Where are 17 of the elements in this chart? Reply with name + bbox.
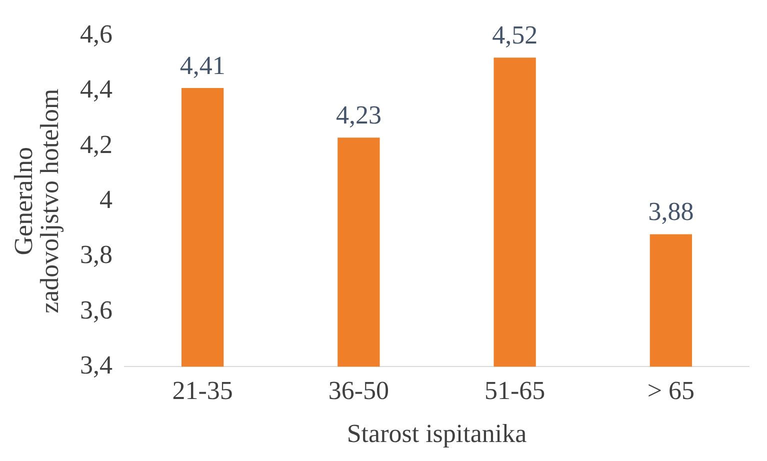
x-tick-label: 36-50 <box>328 376 390 406</box>
data-label: 4,52 <box>492 20 538 50</box>
y-tick-label: 4,4 <box>80 74 112 104</box>
y-tick-label: 4,2 <box>80 130 112 159</box>
x-tick-label: 21-35 <box>172 376 233 406</box>
y-tick-label: 4,6 <box>80 19 112 48</box>
data-label: 4,41 <box>180 50 226 80</box>
y-tick-label: 3,6 <box>80 295 112 324</box>
x-tick-label: > 65 <box>647 376 695 406</box>
x-tick-label: 51-65 <box>484 376 546 406</box>
y-tick-label: 4 <box>100 184 112 214</box>
x-axis-title: Starost ispitanika <box>346 419 528 448</box>
y-axis-title: Generalno zadovoljstvo hotelom <box>8 88 64 314</box>
data-label: 4,23 <box>336 100 382 130</box>
y-tick-label: 3,4 <box>80 350 112 380</box>
data-label: 3,88 <box>648 197 694 226</box>
y-tick-label: 3,8 <box>80 240 112 270</box>
